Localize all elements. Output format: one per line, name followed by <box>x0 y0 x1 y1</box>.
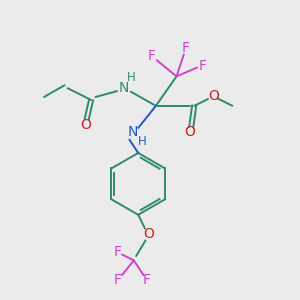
Text: O: O <box>184 125 195 139</box>
Text: F: F <box>148 49 155 63</box>
Text: H: H <box>127 71 135 84</box>
Text: O: O <box>80 118 91 132</box>
Text: F: F <box>143 273 151 286</box>
Text: N: N <box>127 125 137 139</box>
Text: F: F <box>181 41 189 56</box>
Text: N: N <box>118 81 129 95</box>
Text: F: F <box>114 273 122 286</box>
Text: H: H <box>138 135 147 148</box>
Text: F: F <box>114 244 122 259</box>
Text: O: O <box>143 227 154 241</box>
Text: F: F <box>199 59 207 73</box>
Text: O: O <box>208 88 219 103</box>
